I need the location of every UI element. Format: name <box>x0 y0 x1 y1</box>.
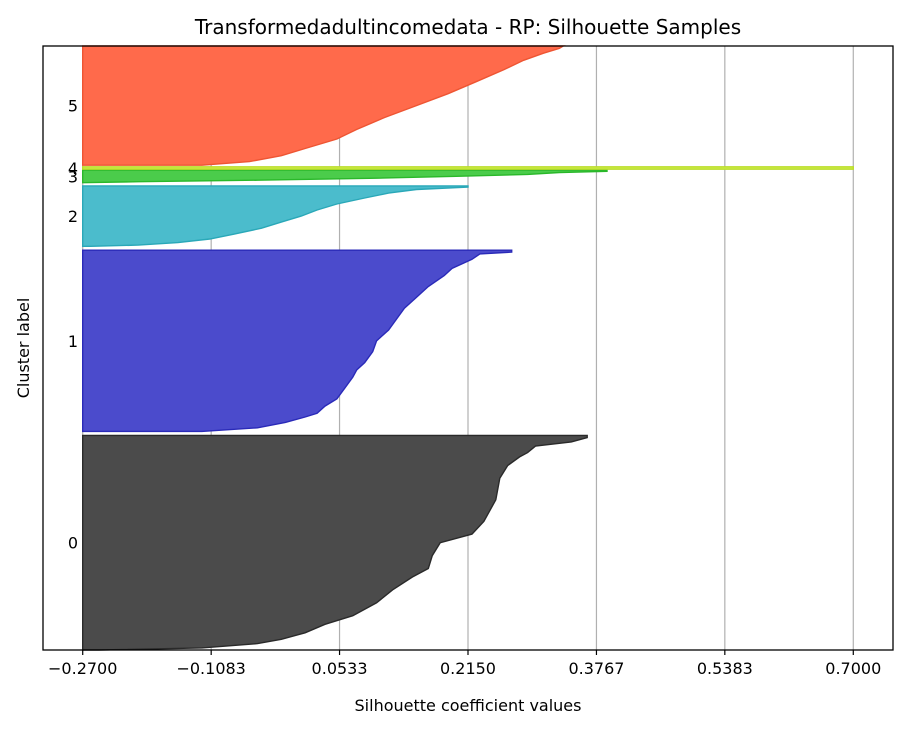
x-tick-label: −0.2700 <box>48 659 117 678</box>
cluster-1-silhouette <box>82 249 513 433</box>
x-tick-label: 0.5383 <box>697 659 753 678</box>
y-axis-label: Cluster label <box>14 298 33 399</box>
cluster-label-2: 2 <box>68 207 78 226</box>
x-axis-label: Silhouette coefficient values <box>355 696 582 715</box>
x-tick-label: −0.1083 <box>176 659 245 678</box>
cluster-0-silhouette <box>82 434 588 651</box>
x-tick-label: 0.7000 <box>825 659 881 678</box>
cluster-label-3: 3 <box>68 167 78 186</box>
cluster-label-1: 1 <box>68 332 78 351</box>
tick-layer: −0.2700 −0.1083 0.0533 0.2150 0.3767 0.5383 0.… <box>48 650 881 678</box>
chart-title: Transformedadultincomedata - RP: Silhoue… <box>194 15 741 39</box>
cluster-4-silhouette <box>82 166 854 170</box>
cluster-2-silhouette <box>82 185 469 247</box>
cluster-3-silhouette <box>82 169 608 184</box>
cluster-layer: 0 1 2 34 5 <box>68 45 854 651</box>
cluster-label-0: 0 <box>68 534 78 553</box>
x-tick-label: 0.0533 <box>312 659 368 678</box>
cluster-5-silhouette <box>82 45 566 166</box>
x-tick-label: 0.2150 <box>440 659 496 678</box>
x-tick-label: 0.3767 <box>568 659 624 678</box>
cluster-label-5: 5 <box>68 97 78 116</box>
cluster-label-4: 4 <box>68 159 78 178</box>
